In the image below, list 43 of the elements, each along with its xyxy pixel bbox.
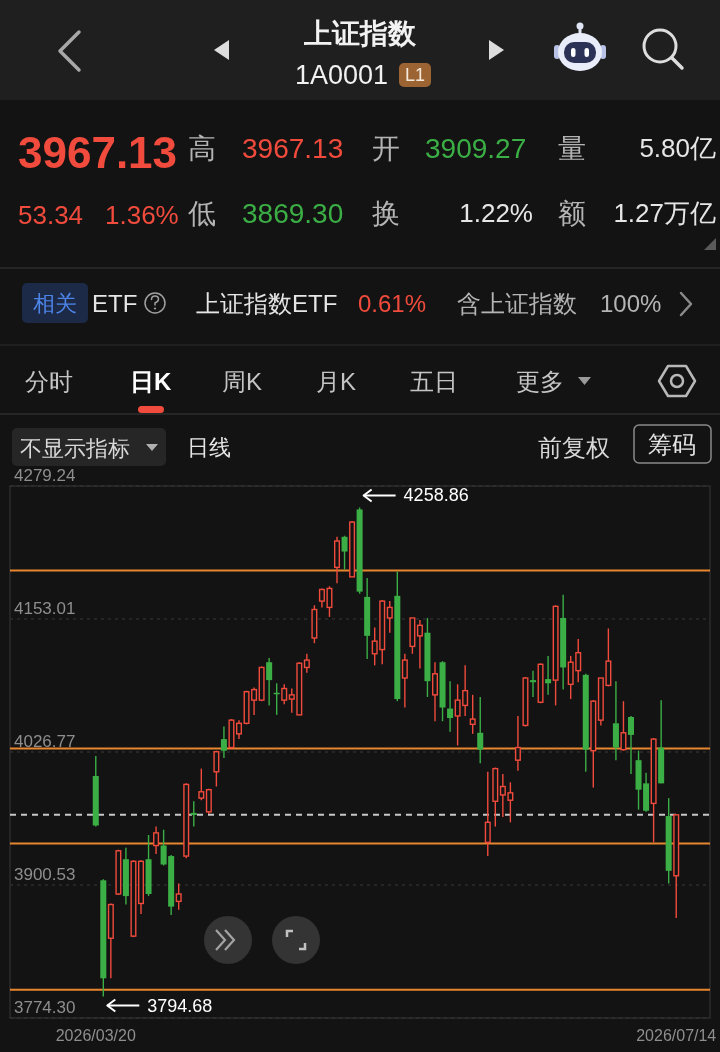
text: 更多: [516, 367, 564, 395]
y-tick-label: 3774.30: [14, 998, 76, 1017]
text: 前复权: [538, 433, 610, 461]
text: 月K: [316, 367, 357, 395]
text: 3909.27: [425, 132, 527, 164]
text: 1.36%: [105, 200, 179, 230]
text: 53.34: [18, 200, 84, 230]
text: 不显示指标: [20, 435, 130, 461]
text: 周K: [222, 367, 263, 395]
text: 100%: [600, 289, 662, 317]
chart-title: 上证指数: [303, 17, 417, 49]
annotation: 3794.68: [147, 995, 213, 1016]
y-tick-label: 4026.77: [14, 732, 76, 751]
text: 3967.13: [242, 132, 344, 164]
y-tick-label: 4279.24: [14, 466, 76, 485]
text: 1.27万亿: [613, 198, 716, 228]
text: 开: [372, 132, 400, 164]
text: 日K: [130, 367, 172, 395]
text: 3869.30: [242, 197, 344, 229]
text: 1.22%: [459, 198, 533, 228]
text: 日线: [187, 434, 231, 460]
y-tick-label: 4153.01: [14, 598, 76, 618]
text: 换: [372, 197, 400, 229]
text: 0.61%: [358, 289, 427, 317]
text: 上证指数ETF: [196, 289, 338, 317]
text: 3967.13: [18, 127, 178, 177]
text: 5.80亿: [639, 133, 716, 163]
text: 额: [558, 197, 586, 229]
text: 分时: [25, 367, 73, 395]
text: ETF: [92, 289, 138, 317]
text: 五日: [410, 367, 458, 395]
x-tick-label: 2026/03/20: [55, 1027, 136, 1044]
text: L1: [404, 65, 426, 85]
text: 相关: [33, 290, 77, 316]
text: 高: [188, 132, 216, 164]
x-tick-label: 2026/07/14: [636, 1027, 717, 1044]
text: 量: [558, 132, 586, 164]
y-tick-label: 3900.53: [14, 865, 76, 885]
chart-subtitle: 1A0001: [294, 60, 388, 90]
text: 含上证指数: [457, 289, 577, 317]
text: 筹码: [648, 430, 696, 458]
annotation: 4258.86: [403, 485, 469, 506]
text: 低: [188, 197, 216, 229]
